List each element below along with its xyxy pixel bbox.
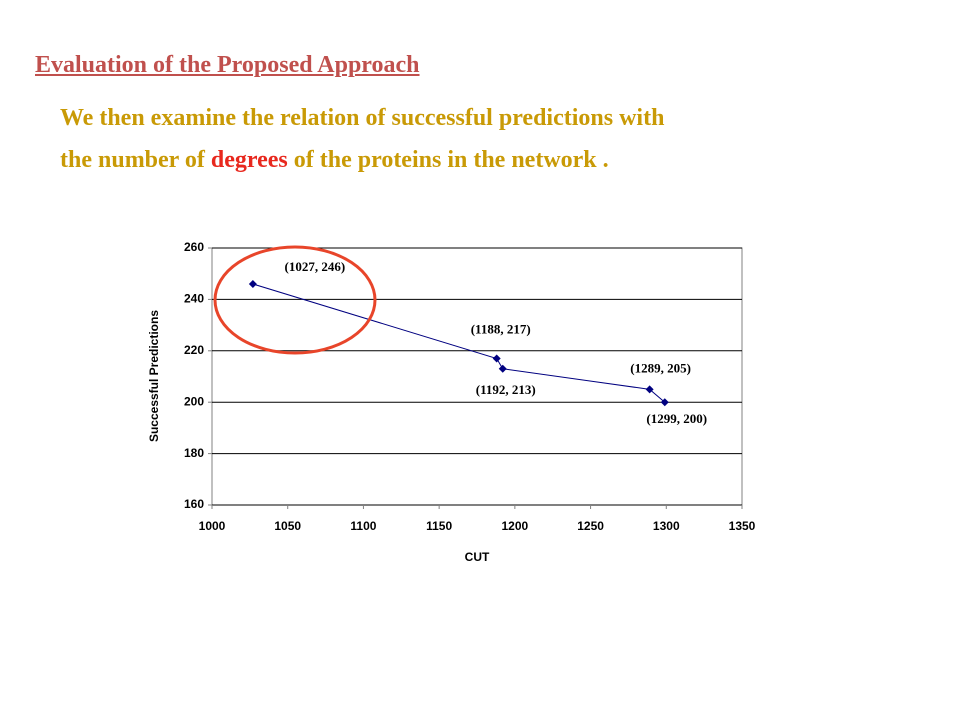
x-tick-label: 1000: [199, 519, 226, 533]
highlight-circle: [213, 245, 377, 355]
y-tick-label: 160: [184, 497, 204, 511]
marker: [492, 354, 501, 363]
highlight: degrees: [210, 147, 288, 173]
x-tick-label: 1200: [502, 519, 529, 533]
value-label: (1299, 200): [646, 411, 707, 426]
y-tick-label: 260: [184, 240, 204, 254]
x-tick-label: 1300: [653, 519, 680, 533]
x-tick-label: 1150: [426, 519, 452, 533]
y-tick-label: 200: [184, 394, 204, 408]
body-line: the number of: [60, 147, 205, 173]
x-tick-label: 1050: [274, 519, 301, 533]
body-text: We then examine the relation of successf…: [60, 97, 664, 181]
heading: Evaluation of the Proposed Approach: [35, 52, 420, 78]
body-line: We then examine the relation of successf…: [60, 105, 665, 131]
value-label: (1192, 213): [476, 382, 536, 397]
y-tick-label: 240: [184, 292, 204, 306]
marker: [660, 398, 669, 407]
x-tick-label: 1100: [350, 519, 376, 533]
x-tick-label: 1250: [577, 519, 604, 533]
y-axis-label: Successful Predictions: [147, 310, 161, 442]
value-label: (1188, 217): [471, 321, 531, 336]
body-line: of the proteins in the network .: [293, 147, 609, 173]
value-label: (1289, 205): [630, 360, 691, 375]
value-label: (1027, 246): [285, 259, 346, 274]
marker: [645, 385, 654, 394]
marker: [498, 364, 507, 373]
plot-area: [211, 247, 743, 506]
x-axis-label: CUT: [465, 550, 490, 564]
y-tick-label: 180: [184, 446, 204, 460]
y-tick-label: 220: [184, 343, 204, 357]
marker: [248, 279, 257, 288]
x-tick-label: 1350: [729, 519, 756, 533]
